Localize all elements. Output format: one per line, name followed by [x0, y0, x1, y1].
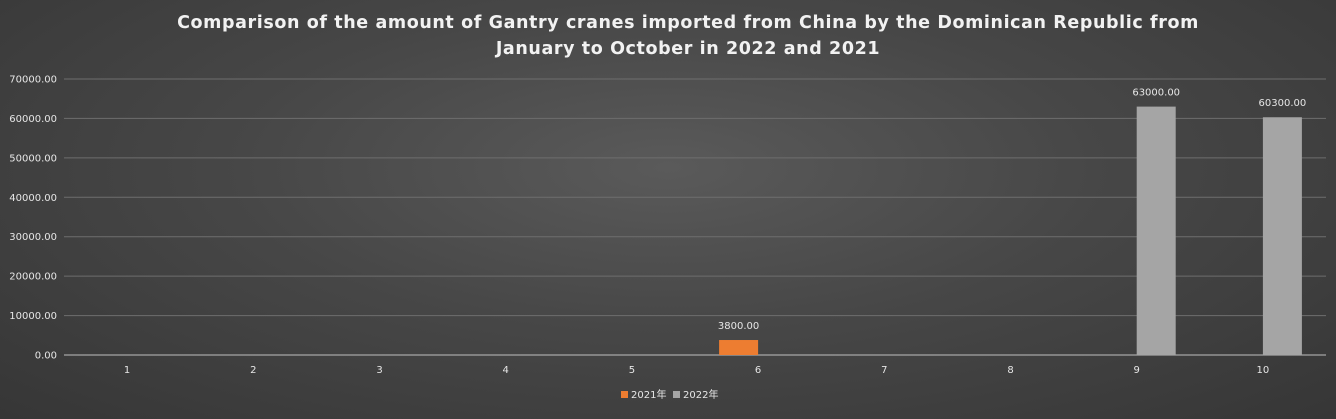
- axes: 0.00 10000.00 20000.00 30000.00 40000.00 5000…: [9, 75, 1326, 376]
- y-tick-label: 20000.00: [9, 272, 57, 283]
- bar-2021-cat6: [719, 340, 759, 355]
- x-tick-label: 8: [1007, 365, 1013, 376]
- legend: 2021年 2022年: [621, 388, 718, 401]
- y-tick-label: 70000.00: [9, 75, 57, 86]
- data-label: 63000.00: [1132, 88, 1180, 99]
- x-tick-label: 3: [376, 365, 382, 376]
- x-tick-label: 4: [503, 365, 509, 376]
- x-tick-label: 5: [629, 365, 635, 376]
- chart-title: Comparison of the amount of Gantry crane…: [177, 13, 1199, 59]
- bars: [719, 106, 1302, 355]
- y-tick-label: 10000.00: [9, 311, 57, 322]
- x-tick-label: 1: [124, 365, 130, 376]
- legend-swatch: [673, 391, 680, 398]
- data-label: 3800.00: [718, 321, 759, 332]
- y-tick-label: 0.00: [35, 351, 57, 362]
- data-labels: 3800.00 63000.00 60300.00: [718, 88, 1306, 332]
- y-tick-label: 40000.00: [9, 193, 57, 204]
- x-tick-label: 10: [1257, 365, 1270, 376]
- y-tick-label: 60000.00: [9, 114, 57, 125]
- x-tick-label: 6: [755, 365, 761, 376]
- gridlines: [64, 78, 1326, 317]
- legend-label: 2021年: [631, 388, 666, 401]
- y-tick-label: 30000.00: [9, 232, 57, 243]
- bar-2022-cat10: [1262, 117, 1302, 355]
- x-tick-label: 2: [250, 365, 256, 376]
- legend-label: 2022年: [683, 388, 718, 401]
- y-tick-label: 50000.00: [9, 153, 57, 164]
- legend-swatch: [621, 391, 628, 398]
- x-tick-label: 7: [881, 365, 887, 376]
- data-label: 60300.00: [1259, 98, 1307, 109]
- x-tick-label: 9: [1134, 365, 1140, 376]
- bar-2022-cat9: [1136, 106, 1176, 355]
